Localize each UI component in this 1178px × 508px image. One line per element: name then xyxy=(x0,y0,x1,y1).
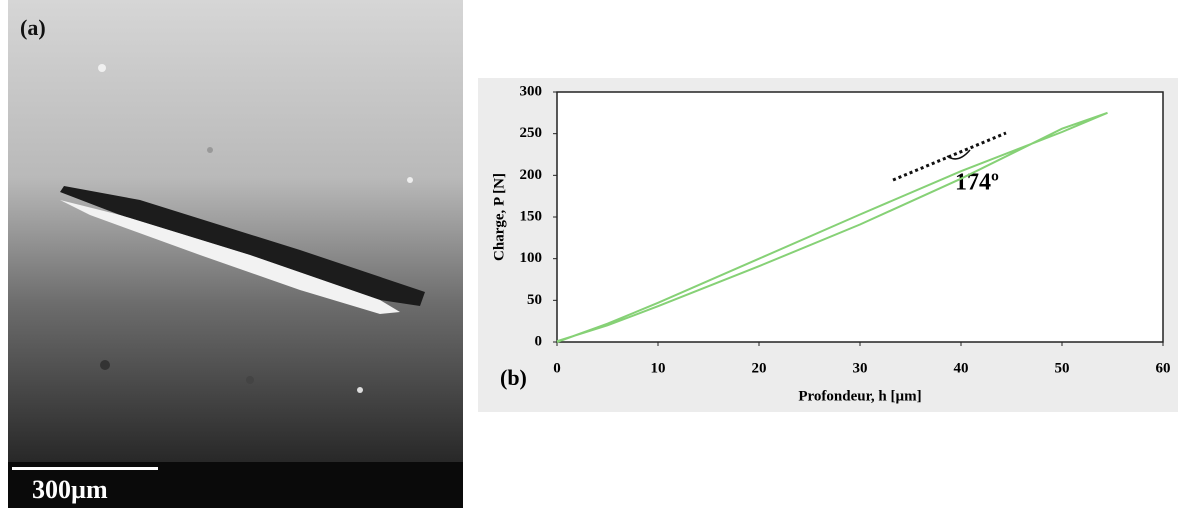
x-tick-label: 0 xyxy=(553,360,561,376)
x-tick-label: 30 xyxy=(853,360,868,376)
x-tick-label: 50 xyxy=(1055,360,1070,376)
scale-bar-label: 300µm xyxy=(32,475,108,504)
panel-label: (a) xyxy=(20,15,46,40)
plot-area xyxy=(556,91,1164,343)
y-tick-label: 50 xyxy=(527,292,542,308)
x-axis-label: Profondeur, h [µm] xyxy=(798,388,921,404)
annotation: 174º xyxy=(955,170,999,196)
x-tick-label: 60 xyxy=(1156,360,1171,376)
panel-label: (b) xyxy=(500,365,527,390)
x-tick-label: 20 xyxy=(752,360,767,376)
sem-image: (a) 300µm xyxy=(8,0,463,508)
angle-arc xyxy=(946,149,971,160)
y-tick-label: 300 xyxy=(520,83,543,99)
y-tick-label: 250 xyxy=(520,125,543,141)
y-tick-label: 0 xyxy=(535,333,543,349)
y-tick-label: 100 xyxy=(520,250,543,266)
load-curve xyxy=(556,111,1108,343)
tangent-line xyxy=(892,131,1007,182)
x-tick-label: 10 xyxy=(651,360,666,376)
y-axis-label: Charge, P [N] xyxy=(491,173,507,261)
y-tick-label: 150 xyxy=(520,208,543,224)
y-tick-label: 200 xyxy=(520,167,543,183)
x-tick-label: 40 xyxy=(954,360,969,376)
